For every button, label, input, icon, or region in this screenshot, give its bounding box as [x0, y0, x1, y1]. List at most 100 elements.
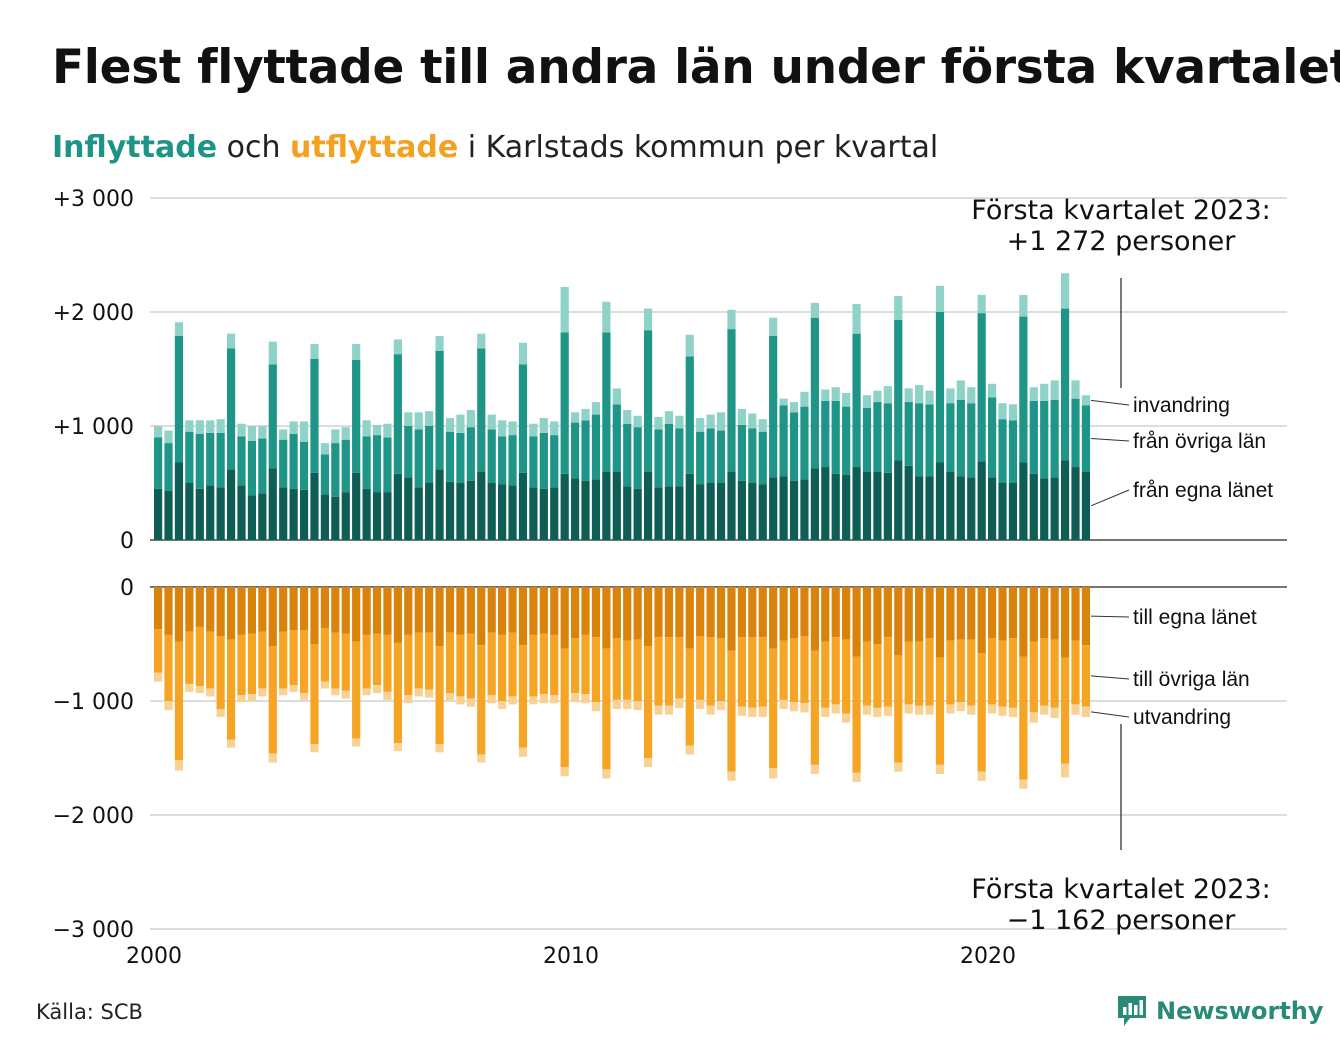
bar-out-2	[268, 753, 277, 763]
bar-in-1	[1040, 400, 1049, 479]
bar-in-2	[508, 421, 517, 436]
subtitle-utflyttade: utflyttade	[290, 130, 459, 165]
bar-out-0	[831, 587, 840, 638]
bar-in-2	[216, 419, 225, 433]
bar-out-0	[206, 587, 215, 632]
bar-out-1	[477, 645, 486, 755]
bar-out-1	[258, 631, 267, 689]
bar-in-0	[1019, 462, 1028, 540]
bar-in-0	[1060, 460, 1070, 540]
bar-in-1	[383, 437, 392, 493]
bar-out-1	[675, 637, 684, 699]
bar-out-0	[216, 587, 225, 637]
bar-out-2	[299, 693, 309, 700]
bar-in-1	[477, 348, 486, 472]
bar-in-1	[716, 430, 726, 483]
bar-out-1	[1081, 645, 1091, 707]
bar-in-0	[310, 472, 319, 540]
bar-in-1	[518, 364, 528, 473]
bar-in-2	[769, 317, 778, 336]
bar-in-0	[1008, 483, 1018, 540]
bar-in-1	[831, 400, 840, 474]
bar-out-2	[581, 694, 590, 704]
bar-in-2	[748, 413, 757, 429]
legend-label: invandring	[1133, 394, 1230, 417]
bar-in-2	[1071, 380, 1080, 399]
bar-out-1	[935, 657, 945, 765]
bar-in-1	[810, 317, 819, 469]
bar-out-2	[643, 758, 653, 768]
bar-in-1	[279, 439, 288, 488]
bar-in-2	[341, 427, 350, 440]
bar-in-0	[508, 485, 517, 540]
bar-in-1	[498, 436, 507, 485]
bar-out-1	[602, 648, 611, 770]
bar-in-1	[1008, 420, 1018, 483]
bar-in-1	[414, 429, 423, 488]
bar-in-0	[1040, 478, 1049, 540]
bar-in-0	[529, 487, 538, 540]
bar-in-2	[268, 341, 277, 365]
bar-out-0	[748, 587, 757, 638]
bar-out-0	[550, 587, 559, 635]
bar-in-2	[915, 384, 924, 404]
bar-in-0	[956, 476, 965, 540]
bar-out-1	[174, 641, 184, 761]
bar-in-1	[862, 407, 872, 472]
bar-in-1	[539, 432, 548, 489]
bar-out-1	[821, 641, 830, 708]
bar-out-0	[331, 587, 340, 633]
bar-out-1	[1019, 656, 1028, 780]
bar-out-1	[362, 634, 371, 689]
bar-out-0	[852, 587, 861, 657]
bar-in-1	[612, 404, 621, 472]
bar-in-1	[581, 420, 590, 481]
bar-out-0	[591, 587, 601, 638]
bar-in-0	[372, 492, 382, 540]
x-tick-label: 2010	[543, 944, 599, 969]
bar-out-0	[821, 587, 830, 642]
bar-out-2	[320, 681, 329, 689]
x-tick-label: 2020	[960, 944, 1016, 969]
bar-in-0	[550, 487, 559, 540]
bar-out-0	[393, 587, 402, 643]
bar-out-0	[571, 587, 580, 639]
bar-in-2	[935, 285, 945, 312]
bar-out-2	[1050, 707, 1059, 719]
bar-out-2	[925, 705, 934, 715]
bar-in-2	[289, 421, 298, 434]
bar-in-0	[737, 480, 746, 540]
bar-in-2	[831, 387, 840, 401]
brand-name: Newsworthy	[1156, 997, 1324, 1025]
bar-out-1	[571, 638, 580, 694]
bar-in-0	[487, 483, 496, 540]
bar-out-1	[1040, 638, 1049, 706]
bar-out-2	[456, 696, 465, 705]
bar-in-2	[237, 423, 246, 437]
bar-in-2	[612, 388, 621, 405]
bar-in-2	[1029, 387, 1038, 401]
bar-out-0	[445, 587, 455, 633]
bar-out-1	[456, 634, 465, 697]
bar-out-0	[935, 587, 945, 658]
bar-out-0	[862, 587, 872, 642]
bar-in-1	[883, 403, 892, 473]
bar-out-2	[185, 683, 194, 692]
bar-out-1	[247, 633, 257, 695]
bar-out-0	[956, 587, 965, 640]
bar-out-1	[998, 640, 1007, 707]
bar-in-0	[216, 487, 225, 540]
bar-out-2	[904, 704, 913, 714]
bar-out-1	[894, 655, 903, 763]
bar-out-1	[643, 646, 653, 758]
bar-in-1	[664, 423, 674, 487]
bar-out-2	[862, 705, 872, 715]
bar-out-0	[696, 587, 705, 637]
bar-in-2	[164, 430, 173, 444]
bar-out-0	[925, 587, 934, 639]
bar-in-1	[466, 427, 475, 481]
bar-out-2	[560, 767, 569, 777]
annotation-text: Första kvartalet 2023:	[971, 195, 1270, 226]
bar-in-1	[310, 358, 319, 473]
bar-in-2	[904, 388, 913, 403]
